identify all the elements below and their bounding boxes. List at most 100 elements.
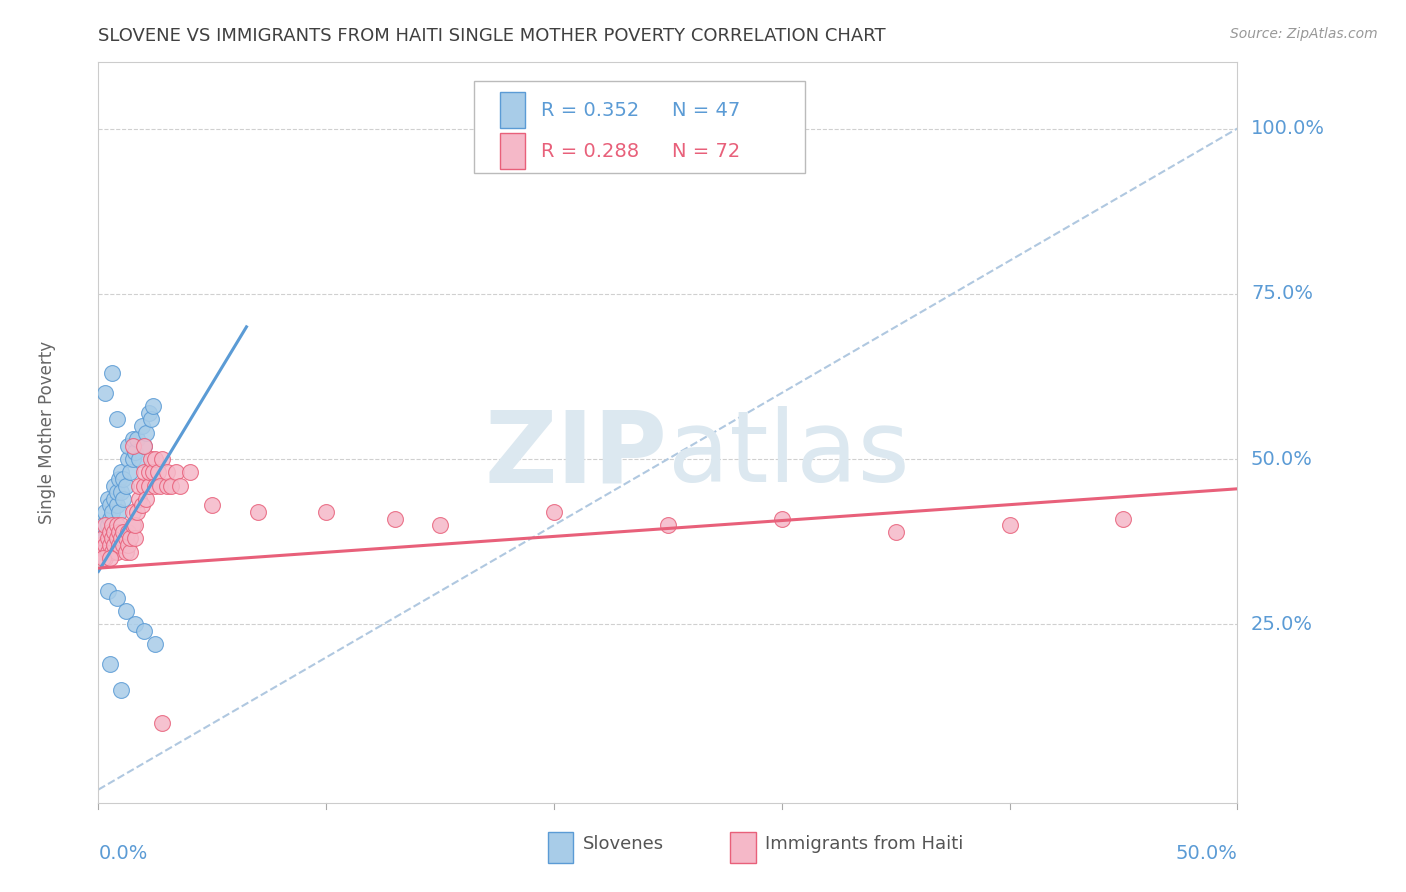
- Point: [142, 399, 165, 413]
- Point: [998, 518, 1021, 533]
- Point: [108, 538, 131, 552]
- Text: 50.0%: 50.0%: [1175, 844, 1237, 863]
- Point: [160, 478, 183, 492]
- Point: [384, 511, 406, 525]
- Point: [117, 538, 139, 552]
- Point: [657, 518, 679, 533]
- Point: [132, 439, 155, 453]
- Point: [105, 499, 128, 513]
- Point: [132, 478, 155, 492]
- Point: [120, 465, 142, 479]
- Point: [112, 491, 135, 506]
- Point: [94, 551, 117, 566]
- Text: SLOVENE VS IMMIGRANTS FROM HAITI SINGLE MOTHER POVERTY CORRELATION CHART: SLOVENE VS IMMIGRANTS FROM HAITI SINGLE …: [98, 27, 886, 45]
- Point: [156, 465, 179, 479]
- Point: [101, 518, 124, 533]
- Point: [98, 657, 121, 671]
- Point: [96, 584, 118, 599]
- Point: [114, 604, 136, 618]
- Point: [110, 683, 132, 698]
- Point: [108, 472, 131, 486]
- Point: [124, 518, 146, 533]
- Point: [139, 412, 162, 426]
- Point: [101, 524, 124, 539]
- Point: [135, 425, 157, 440]
- Point: [103, 524, 125, 539]
- Point: [114, 478, 136, 492]
- Point: [120, 532, 142, 546]
- Point: [132, 465, 155, 479]
- Point: [165, 465, 187, 479]
- Point: [124, 617, 146, 632]
- Point: [110, 485, 132, 500]
- Point: [179, 465, 201, 479]
- Point: [139, 452, 162, 467]
- Point: [110, 532, 132, 546]
- Point: [98, 538, 121, 552]
- Text: N = 47: N = 47: [672, 101, 741, 120]
- Point: [120, 544, 142, 558]
- Point: [315, 505, 337, 519]
- Text: 100.0%: 100.0%: [1251, 119, 1324, 138]
- Point: [884, 524, 907, 539]
- Point: [103, 538, 125, 552]
- Point: [145, 637, 167, 651]
- Point: [96, 518, 118, 533]
- Point: [96, 544, 118, 558]
- Point: [121, 452, 143, 467]
- Point: [105, 518, 128, 533]
- Point: [131, 499, 153, 513]
- Text: 50.0%: 50.0%: [1251, 450, 1313, 468]
- Text: Source: ZipAtlas.com: Source: ZipAtlas.com: [1230, 27, 1378, 41]
- Point: [105, 532, 128, 546]
- Point: [543, 505, 565, 519]
- Text: Immigrants from Haiti: Immigrants from Haiti: [765, 835, 963, 853]
- Point: [127, 505, 149, 519]
- Text: ZIP: ZIP: [485, 407, 668, 503]
- Point: [112, 538, 135, 552]
- FancyBboxPatch shape: [548, 831, 574, 863]
- Point: [108, 505, 131, 519]
- Point: [246, 505, 269, 519]
- Point: [138, 478, 160, 492]
- Point: [201, 499, 224, 513]
- Point: [91, 518, 114, 533]
- Point: [132, 439, 155, 453]
- Point: [121, 518, 143, 533]
- Point: [110, 465, 132, 479]
- Point: [105, 544, 128, 558]
- Point: [101, 366, 124, 380]
- Point: [142, 465, 165, 479]
- Point: [117, 439, 139, 453]
- Point: [117, 524, 139, 539]
- Point: [156, 478, 179, 492]
- Text: R = 0.352: R = 0.352: [541, 101, 640, 120]
- Point: [138, 406, 160, 420]
- Point: [121, 439, 143, 453]
- Point: [98, 511, 121, 525]
- Point: [98, 499, 121, 513]
- Point: [101, 505, 124, 519]
- Point: [94, 386, 117, 401]
- FancyBboxPatch shape: [474, 81, 804, 173]
- Point: [128, 478, 150, 492]
- Point: [169, 478, 191, 492]
- Point: [429, 518, 451, 533]
- Text: Slovenes: Slovenes: [582, 835, 664, 853]
- Point: [127, 432, 149, 446]
- Point: [138, 465, 160, 479]
- Point: [146, 465, 169, 479]
- Point: [1112, 511, 1135, 525]
- Point: [105, 591, 128, 605]
- Point: [150, 716, 173, 731]
- Point: [112, 524, 135, 539]
- Point: [91, 538, 114, 552]
- Point: [117, 452, 139, 467]
- Point: [96, 532, 118, 546]
- Point: [132, 624, 155, 638]
- Point: [770, 511, 793, 525]
- Point: [149, 478, 172, 492]
- FancyBboxPatch shape: [501, 93, 526, 128]
- Text: N = 72: N = 72: [672, 142, 741, 161]
- Text: 25.0%: 25.0%: [1251, 615, 1313, 634]
